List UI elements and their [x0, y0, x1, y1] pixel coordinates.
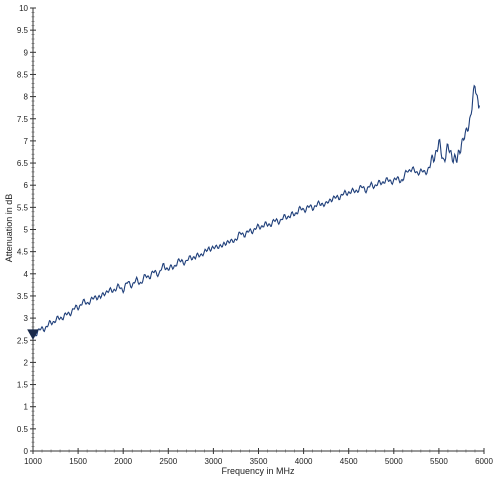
y-tick-label: 9 [24, 48, 29, 57]
y-tick-label: 5 [24, 226, 29, 235]
y-tick-label: 9.5 [17, 26, 29, 35]
y-tick-label: 7 [24, 137, 29, 146]
x-tick-label: 4500 [340, 457, 358, 466]
y-tick-label: 0 [24, 447, 29, 456]
start-marker-icon [27, 329, 39, 340]
x-tick-label: 2500 [159, 457, 177, 466]
y-tick-label: 4.5 [17, 248, 29, 257]
y-tick-label: 3 [24, 314, 29, 323]
y-tick-label: 2 [24, 358, 29, 367]
x-tick-label: 5000 [385, 457, 403, 466]
y-axis-label: Attenuation in dB [4, 194, 14, 263]
y-tick-label: 5.5 [17, 203, 29, 212]
y-tick-label: 10 [19, 4, 28, 13]
y-tick-label: 6.5 [17, 159, 29, 168]
y-tick-label: 1.5 [17, 381, 29, 390]
y-tick-label: 4 [24, 270, 29, 279]
x-tick-label: 4000 [295, 457, 313, 466]
x-tick-label: 3000 [205, 457, 223, 466]
series-layer [27, 84, 481, 340]
attenuation-series-line [32, 84, 481, 337]
y-tick-label: 3.5 [17, 292, 29, 301]
axes: 0 0.5 1 1.5 2 2.5 3 3.5 4 4.5 5 5.5 6 6.5 7 7.5 8 8.5 9 9.5… [17, 4, 494, 466]
y-tick-label: 7.5 [17, 115, 29, 124]
x-axis-label: Frequency in MHz [221, 466, 295, 476]
y-tick-label: 1 [24, 403, 29, 412]
x-tick-label: 5500 [430, 457, 448, 466]
x-tick-label: 1000 [24, 457, 42, 466]
y-tick-label: 8 [24, 93, 29, 102]
y-tick-label: 8.5 [17, 70, 29, 79]
y-tick-label: 6 [24, 181, 29, 190]
y-tick-label: 2.5 [17, 336, 29, 345]
y-tick-label: 0.5 [17, 425, 29, 434]
x-tick-label: 2000 [114, 457, 132, 466]
x-tick-label: 1500 [69, 457, 87, 466]
x-tick-label: 3500 [250, 457, 268, 466]
x-tick-label: 6000 [475, 457, 493, 466]
